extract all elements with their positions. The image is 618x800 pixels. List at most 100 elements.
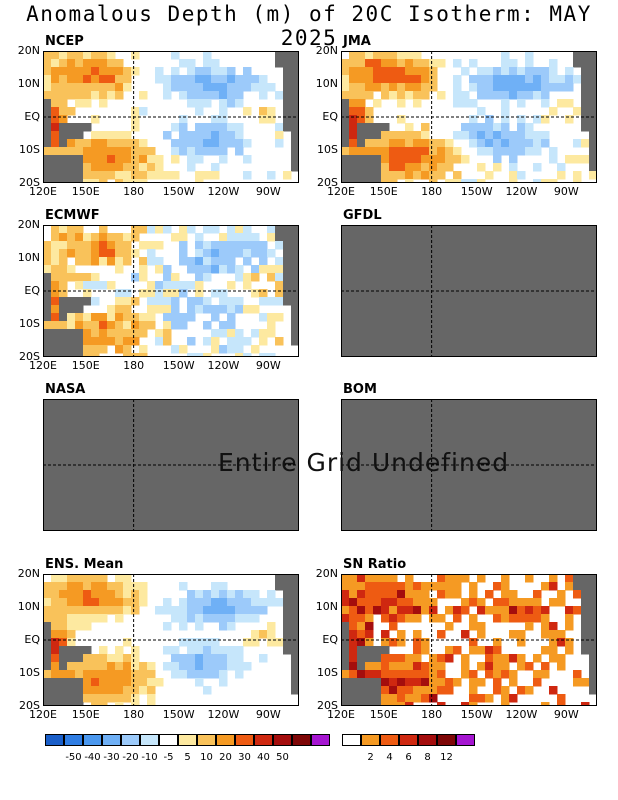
y-tick-label: EQ [322,633,338,646]
heatmap-cell [373,646,382,655]
heatmap-cell [211,662,220,671]
heatmap-cell [275,297,284,306]
heatmap-cell [243,241,252,250]
heatmap-cell [211,171,220,180]
heatmap-cell [291,606,299,615]
x-tick-label: 120E [29,708,57,721]
y-tick-label: 20S [317,699,338,712]
panel-label: SN Ratio [343,557,407,572]
heatmap-cell [59,67,68,76]
heatmap-cell [267,321,276,330]
heatmap-cell [259,630,268,639]
heatmap-cell [67,313,76,322]
heatmap-cell [429,678,438,687]
heatmap-cell [91,51,100,60]
heatmap-cell [171,345,180,354]
heatmap-cell [75,313,84,322]
heatmap-cell [75,662,84,671]
heatmap-cell [99,241,108,250]
heatmap-cell [517,83,526,92]
heatmap-cell [509,163,518,172]
colorbar-label: 4 [386,752,393,763]
heatmap-cell [413,686,422,695]
heatmap-cell [429,606,438,615]
heatmap-cell [413,51,422,60]
heatmap-cell [517,75,526,84]
heatmap-cell [75,654,84,663]
heatmap-cell [75,233,84,242]
heatmap-cell [373,702,382,706]
heatmap-cell [43,662,52,671]
heatmap-cell [59,281,68,290]
heatmap-cell [525,67,534,76]
heatmap-cell [397,590,406,599]
y-tick-label: 20N [315,44,338,57]
heatmap-cell [565,582,574,591]
heatmap-cell [99,670,108,679]
heatmap-cell [517,606,526,615]
heatmap-cell [99,225,108,234]
heatmap-cell [251,241,260,250]
heatmap-cell [123,686,132,695]
heatmap-cell [357,694,366,703]
heatmap-cell [131,249,140,258]
y-tick-label: EQ [24,284,40,297]
heatmap-cell [123,147,132,156]
heatmap-cell [259,265,268,274]
heatmap-cell [203,83,212,92]
heatmap-cell [59,321,68,330]
heatmap-cell [115,654,124,663]
heatmap-cell [421,686,430,695]
heatmap-cell [59,83,68,92]
heatmap-cell [131,115,140,124]
heatmap-cell [115,305,124,314]
heatmap-cell [573,582,582,591]
heatmap-cell [501,590,510,599]
heatmap-cell [67,249,76,258]
heatmap-cell [357,75,366,84]
heatmap-cell [501,654,510,663]
heatmap-cell [397,83,406,92]
heatmap-cell [99,321,108,330]
heatmap-cell [243,257,252,266]
heatmap-cell [501,670,510,679]
heatmap-cell [341,139,350,148]
heatmap-cell [115,702,124,706]
heatmap-cell [195,353,204,357]
heatmap-cell [549,574,558,583]
heatmap-cell [573,179,582,183]
heatmap-cell [187,139,196,148]
heatmap-cell [283,273,292,282]
heatmap-cell [131,662,140,671]
heatmap-cell [349,147,358,156]
heatmap-cell [405,574,414,583]
heatmap-cell [357,99,366,108]
heatmap-cell [541,670,550,679]
heatmap-cell [139,353,148,357]
heatmap-cell [283,225,292,234]
heatmap-cell [341,75,350,84]
heatmap-cell [179,225,188,234]
heatmap-cell [91,139,100,148]
heatmap-cell [107,91,116,100]
heatmap-cell [179,614,188,623]
heatmap-cell [581,630,590,639]
heatmap-cell [203,670,212,679]
heatmap-cell [381,131,390,140]
heatmap-cell [581,622,590,631]
heatmap-cell [75,305,84,314]
heatmap-cell [549,75,558,84]
heatmap-cell [99,678,108,687]
heatmap-cell [381,638,390,647]
y-tick-label: 10N [17,251,40,264]
heatmap-cell [589,155,597,164]
heatmap-cell [227,233,236,242]
heatmap-cell [573,107,582,116]
heatmap-cell [51,155,60,164]
heatmap-cell [445,646,454,655]
heatmap-cell [421,606,430,615]
heatmap-cell [123,598,132,607]
map-frame [341,574,597,706]
heatmap-cell [259,257,268,266]
heatmap-cell [43,265,52,274]
